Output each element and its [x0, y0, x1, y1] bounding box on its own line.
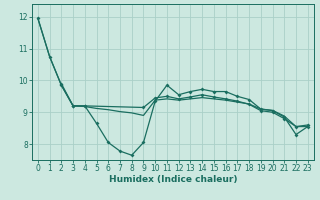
- X-axis label: Humidex (Indice chaleur): Humidex (Indice chaleur): [108, 175, 237, 184]
